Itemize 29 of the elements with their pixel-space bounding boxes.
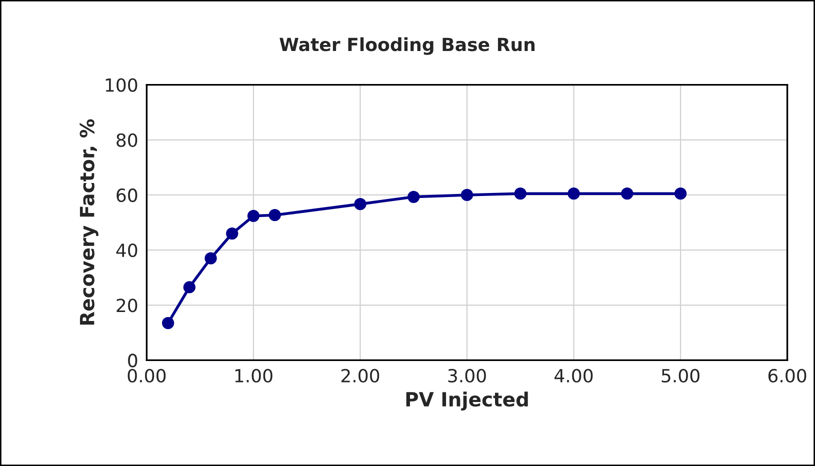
x-tick-label: 3.00	[448, 368, 486, 383]
point	[408, 190, 420, 203]
point	[514, 188, 526, 200]
point	[247, 210, 260, 222]
y-tick-label: 40	[116, 244, 138, 258]
point	[162, 316, 174, 330]
point	[674, 188, 687, 200]
point	[354, 198, 366, 210]
y-tick-label: 100	[106, 78, 138, 92]
y-tick-label: 60	[116, 188, 138, 202]
point	[183, 281, 196, 294]
x-tick-label: 4.00	[554, 368, 593, 383]
point	[568, 188, 580, 200]
x-axis-title: PV Injected	[406, 392, 528, 411]
x-tick-label: 6.00	[768, 368, 806, 383]
x-tick-label: 2.00	[341, 368, 380, 383]
x-tick-label: 0.00	[128, 368, 166, 383]
point	[460, 188, 474, 202]
point	[226, 227, 238, 240]
chart-title: Water Flooding Base Run	[280, 37, 535, 55]
y-axis-title: Recovery Factor, %	[80, 119, 98, 325]
x-tick-label: 5.00	[662, 368, 700, 383]
point	[204, 252, 217, 264]
x-tick-label: 1.00	[235, 368, 272, 383]
point	[621, 188, 634, 200]
y-tick-label: 80	[116, 133, 138, 148]
y-tick-label: 0	[128, 354, 138, 368]
y-tick-label: 20	[116, 298, 138, 312]
point	[268, 209, 281, 222]
